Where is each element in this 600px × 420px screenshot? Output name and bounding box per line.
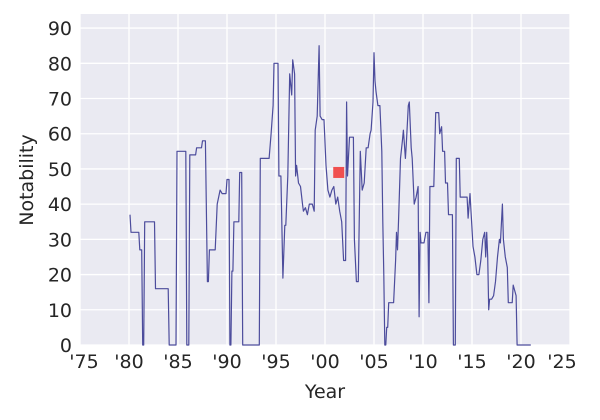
y-tick-label: 60 [48, 124, 72, 146]
x-tick-labels: '75 '80 '85 '90 '95 '00 '05 '10 '15 '20 '25 [69, 351, 576, 373]
x-tick-label: '10 [408, 351, 437, 373]
x-tick-label: '85 [163, 351, 192, 373]
y-tick-label: 20 [48, 265, 72, 287]
y-tick-label: 10 [48, 300, 72, 322]
series-line [129, 45, 531, 346]
x-axis-label: Year [304, 381, 345, 403]
y-tick-label: 70 [48, 89, 72, 111]
y-axis-label: Notability [16, 134, 38, 226]
y-tick-label: 0 [60, 335, 72, 357]
x-tick-label: '00 [310, 351, 339, 373]
x-tick-label: '90 [212, 351, 241, 373]
x-tick-label: '80 [114, 351, 143, 373]
y-tick-label: 90 [48, 18, 72, 40]
y-tick-label: 50 [48, 159, 72, 181]
y-tick-label: 30 [48, 229, 72, 251]
highlight-marker [333, 166, 345, 178]
x-tick-label: '75 [69, 351, 98, 373]
x-tick-label: '05 [359, 351, 388, 373]
y-tick-label: 80 [48, 53, 72, 75]
x-tick-label: '95 [261, 351, 290, 373]
x-tick-label: '15 [457, 351, 486, 373]
y-tick-labels: 0 10 20 30 40 50 60 70 80 90 [48, 18, 72, 357]
grid-lines [79, 14, 571, 346]
x-tick-label: '20 [506, 351, 535, 373]
data-series [129, 45, 531, 346]
y-tick-label: 40 [48, 194, 72, 216]
x-tick-label: '25 [547, 351, 576, 373]
